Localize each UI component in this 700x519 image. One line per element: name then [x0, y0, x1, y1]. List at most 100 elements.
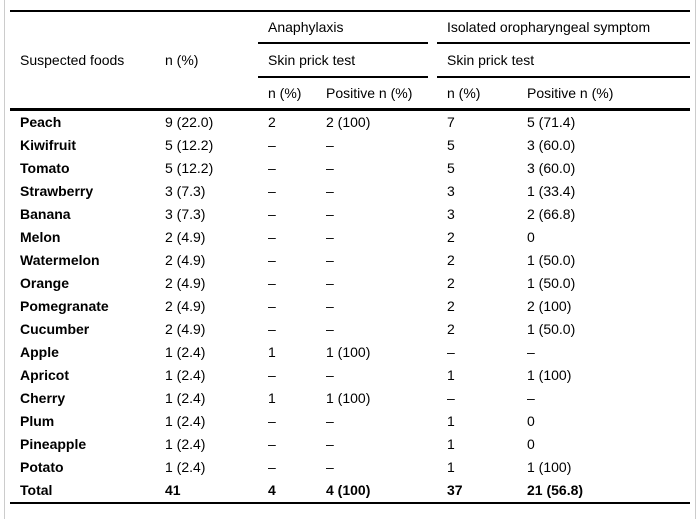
table-row: Orange 2 (4.9) – – 2 1 (50.0) — [10, 272, 690, 295]
food-name-cell: Potato — [20, 458, 64, 475]
n-pct-cell: 9 (22.0) — [165, 113, 214, 130]
spacer-cell — [428, 295, 437, 318]
spacer-cell — [428, 318, 437, 341]
table-row: Watermelon 2 (4.9) – – 2 1 (50.0) — [10, 249, 690, 272]
isolated-n-cell: 7 — [447, 113, 455, 130]
anaphylaxis-positive-cell: 1 (100) — [326, 343, 371, 360]
n-pct-cell: 1 (2.4) — [165, 366, 206, 383]
column-header-isolated-n: n (%) — [437, 77, 517, 111]
column-header-n-pct: n (%) — [155, 11, 258, 111]
n-pct-cell: 2 (4.9) — [165, 297, 206, 314]
n-pct-cell: 2 (4.9) — [165, 274, 206, 291]
suspected-foods-table: Suspected foods n (%) Anaphylaxis Isolat… — [10, 10, 691, 504]
isolated-n-cell: 37 — [447, 481, 463, 498]
isolated-positive-cell: 0 — [527, 228, 535, 245]
food-name-cell: Tomato — [20, 159, 70, 176]
isolated-positive-cell: 1 (50.0) — [527, 274, 576, 291]
food-name-cell: Peach — [20, 113, 62, 130]
spacer-cell — [428, 479, 437, 503]
anaphylaxis-n-cell: – — [268, 159, 276, 176]
n-pct-cell: 1 (2.4) — [165, 389, 206, 406]
anaphylaxis-n-cell: 2 — [268, 113, 276, 130]
table-row: Banana 3 (7.3) – – 3 2 (66.8) — [10, 203, 690, 226]
anaphylaxis-positive-cell: 1 (100) — [326, 389, 371, 406]
isolated-n-cell: 3 — [447, 205, 455, 222]
anaphylaxis-positive-cell: – — [326, 412, 334, 429]
subheader-skin-prick-test-isolated: Skin prick test — [437, 43, 691, 78]
n-pct-cell: 2 (4.9) — [165, 320, 206, 337]
table-row: Apple 1 (2.4) 1 1 (100) – – — [10, 341, 690, 364]
table-row: Strawberry 3 (7.3) – – 3 1 (33.4) — [10, 180, 690, 203]
n-pct-cell: 41 — [165, 481, 181, 498]
header-row-subgroups: Skin prick test Skin prick test — [10, 43, 691, 78]
food-name-cell: Apricot — [20, 366, 69, 383]
n-pct-cell: 2 (4.9) — [165, 228, 206, 245]
table-row: Plum 1 (2.4) – – 1 0 — [10, 410, 690, 433]
isolated-n-cell: – — [447, 389, 455, 406]
food-name-cell: Banana — [20, 205, 71, 222]
anaphylaxis-positive-cell: – — [326, 159, 334, 176]
anaphylaxis-positive-cell: – — [326, 435, 334, 452]
anaphylaxis-positive-cell: – — [326, 274, 334, 291]
isolated-n-cell: 2 — [447, 251, 455, 268]
isolated-positive-cell: 1 (50.0) — [527, 251, 576, 268]
food-name-cell: Apple — [20, 343, 59, 360]
food-name-cell: Pomegranate — [20, 297, 109, 314]
table-total-row: Total 41 4 4 (100) 37 21 (56.8) — [10, 479, 690, 503]
spacer-cell — [428, 387, 437, 410]
table-row: Pomegranate 2 (4.9) – – 2 2 (100) — [10, 295, 690, 318]
spacer-cell — [428, 157, 437, 180]
spacer-cell — [428, 341, 437, 364]
anaphylaxis-positive-cell: – — [326, 297, 334, 314]
isolated-n-cell: 1 — [447, 458, 455, 475]
anaphylaxis-positive-cell: – — [326, 228, 334, 245]
anaphylaxis-n-cell: – — [268, 435, 276, 452]
food-name-cell: Watermelon — [20, 251, 100, 268]
spacer-cell — [428, 203, 437, 226]
isolated-n-cell: 1 — [447, 366, 455, 383]
n-pct-cell: 3 (7.3) — [165, 205, 206, 222]
n-pct-cell: 5 (12.2) — [165, 136, 214, 153]
table-row: Tomato 5 (12.2) – – 5 3 (60.0) — [10, 157, 690, 180]
isolated-positive-cell: 21 (56.8) — [527, 481, 584, 498]
food-name-cell: Pineapple — [20, 435, 87, 452]
column-header-anaphylaxis-positive: Positive n (%) — [316, 77, 428, 111]
table-row: Apricot 1 (2.4) – – 1 1 (100) — [10, 364, 690, 387]
isolated-n-cell: 5 — [447, 136, 455, 153]
anaphylaxis-n-cell: – — [268, 251, 276, 268]
anaphylaxis-n-cell: – — [268, 136, 276, 153]
spacer-cell — [428, 364, 437, 387]
anaphylaxis-n-cell: – — [268, 320, 276, 337]
n-pct-cell: 1 (2.4) — [165, 412, 206, 429]
spacer-cell — [428, 410, 437, 433]
food-name-cell: Cucumber — [20, 320, 90, 337]
spacer-cell — [428, 249, 437, 272]
isolated-n-cell: 1 — [447, 435, 455, 452]
anaphylaxis-n-cell: – — [268, 458, 276, 475]
anaphylaxis-n-cell: – — [268, 205, 276, 222]
isolated-positive-cell: 1 (50.0) — [527, 320, 576, 337]
table-row: Cucumber 2 (4.9) – – 2 1 (50.0) — [10, 318, 690, 341]
table-row: Peach 9 (22.0) 2 2 (100) 7 5 (71.4) — [10, 109, 690, 134]
n-pct-cell: 1 (2.4) — [165, 343, 206, 360]
spacer-cell — [428, 77, 437, 111]
isolated-positive-cell: – — [527, 343, 535, 360]
isolated-n-cell: 1 — [447, 412, 455, 429]
spacer-cell — [428, 109, 437, 134]
anaphylaxis-n-cell: – — [268, 274, 276, 291]
column-header-isolated-positive: Positive n (%) — [517, 77, 691, 111]
anaphylaxis-positive-cell: – — [326, 366, 334, 383]
spacer-cell — [428, 134, 437, 157]
isolated-n-cell: 2 — [447, 297, 455, 314]
food-name-cell: Melon — [20, 228, 61, 245]
header-row-groups: Suspected foods n (%) Anaphylaxis Isolat… — [10, 11, 691, 111]
isolated-positive-cell: 2 (100) — [527, 297, 572, 314]
anaphylaxis-n-cell: – — [268, 228, 276, 245]
group-header-isolated-oropharyngeal-symptom: Isolated oropharyngeal symptom — [437, 11, 691, 44]
isolated-n-cell: 2 — [447, 228, 455, 245]
isolated-positive-cell: 0 — [527, 435, 535, 452]
anaphylaxis-positive-cell: – — [326, 136, 334, 153]
table-row: Pineapple 1 (2.4) – – 1 0 — [10, 433, 690, 456]
isolated-n-cell: 2 — [447, 320, 455, 337]
food-name-cell: Strawberry — [20, 182, 94, 199]
